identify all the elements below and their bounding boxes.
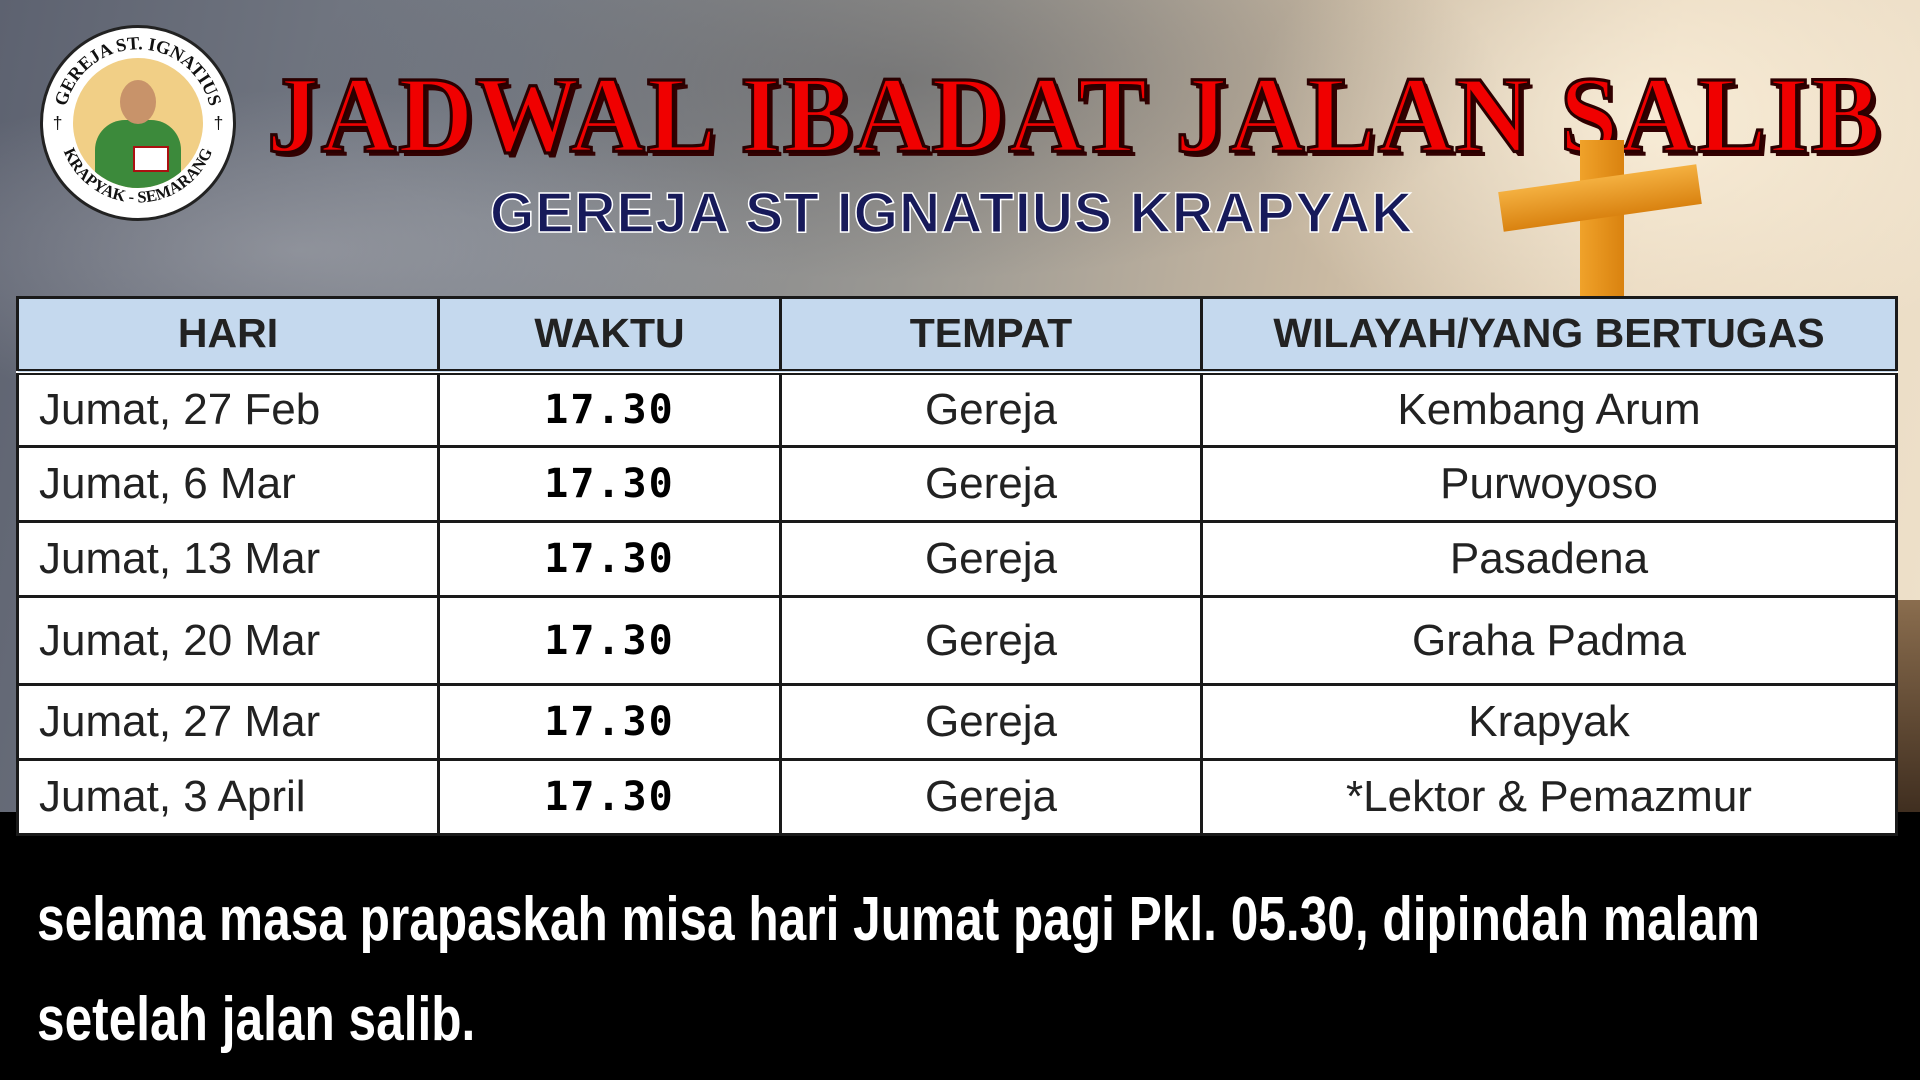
cell-region: Pasadena	[1200, 520, 1898, 598]
cell-region: Kembang Arum	[1200, 370, 1898, 448]
header-wilayah: WILAYAH/YANG BERTUGAS	[1200, 296, 1898, 375]
cell-region: Graha Padma	[1200, 595, 1898, 686]
header-tempat: TEMPAT	[779, 296, 1203, 375]
table-row: Jumat, 27 Feb 17.30 Gereja Kembang Arum	[16, 370, 1898, 448]
cell-date: Jumat, 27 Mar	[16, 683, 440, 761]
svg-text:GEREJA ST. IGNATIUS: GEREJA ST. IGNATIUS	[51, 33, 226, 108]
cell-date: Jumat, 6 Mar	[16, 445, 440, 523]
table-row: Jumat, 20 Mar 17.30 Gereja Graha Padma	[16, 595, 1898, 686]
cell-time: 17.30	[437, 683, 782, 761]
header-hari: HARI	[16, 296, 440, 375]
saint-portrait	[73, 58, 203, 188]
cell-date: Jumat, 3 April	[16, 758, 440, 836]
table-row: Jumat, 3 April 17.30 Gereja *Lektor & Pemaz…	[16, 758, 1898, 836]
cell-region: *Lektor & Pemazmur	[1200, 758, 1898, 836]
svg-text:KRAPYAK - SEMARANG: KRAPYAK - SEMARANG	[60, 145, 216, 207]
cell-place: Gereja	[779, 445, 1203, 523]
cell-date: Jumat, 13 Mar	[16, 520, 440, 598]
cell-place: Gereja	[779, 683, 1203, 761]
cell-place: Gereja	[779, 595, 1203, 686]
cell-region: Purwoyoso	[1200, 445, 1898, 523]
cell-time: 17.30	[437, 595, 782, 686]
table-row: Jumat, 13 Mar 17.30 Gereja Pasadena	[16, 520, 1898, 598]
cell-place: Gereja	[779, 758, 1203, 836]
head	[120, 80, 156, 124]
cell-time: 17.30	[437, 445, 782, 523]
cross-icon	[1498, 140, 1702, 300]
table-row: Jumat, 6 Mar 17.30 Gereja Purwoyoso	[16, 445, 1898, 523]
svg-text:†: †	[214, 113, 224, 133]
church-logo: GEREJA ST. IGNATIUS KRAPYAK - SEMARANG †…	[40, 25, 236, 221]
table-header-row: HARI WAKTU TEMPAT WILAYAH/YANG BERTUGAS	[16, 296, 1898, 375]
table-row: Jumat, 27 Mar 17.30 Gereja Krapyak	[16, 683, 1898, 761]
schedule-table: HARI WAKTU TEMPAT WILAYAH/YANG BERTUGAS …	[16, 296, 1898, 836]
cell-date: Jumat, 20 Mar	[16, 595, 440, 686]
cell-date: Jumat, 27 Feb	[16, 370, 440, 448]
cell-time: 17.30	[437, 520, 782, 598]
announcement-note: selama masa prapaskah misa hari Jumat pa…	[37, 885, 1760, 1054]
logo-ring-text: GEREJA ST. IGNATIUS KRAPYAK - SEMARANG †…	[51, 33, 226, 207]
footer-band	[0, 812, 1920, 1080]
cell-place: Gereja	[779, 520, 1203, 598]
page-subtitle: GEREJA ST IGNATIUS KRAPYAK	[489, 180, 1414, 246]
svg-text:†: †	[53, 113, 63, 133]
cell-time: 17.30	[437, 758, 782, 836]
cell-place: Gereja	[779, 370, 1203, 448]
cell-time: 17.30	[437, 370, 782, 448]
cell-region: Krapyak	[1200, 683, 1898, 761]
header-waktu: WAKTU	[437, 296, 782, 375]
book-icon	[133, 146, 169, 172]
